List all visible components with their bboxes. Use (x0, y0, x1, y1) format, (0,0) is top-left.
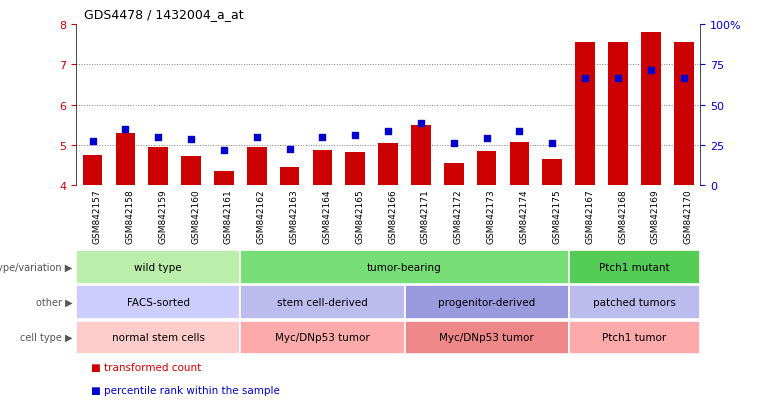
Text: GSM842161: GSM842161 (224, 189, 233, 244)
Text: GSM842167: GSM842167 (585, 189, 594, 244)
Text: ■ percentile rank within the sample: ■ percentile rank within the sample (91, 385, 280, 395)
Bar (378, 144, 398, 186)
Text: GSM842175: GSM842175 (552, 189, 562, 244)
Point (218, 147, 230, 154)
Text: Ptch1 tumor: Ptch1 tumor (602, 332, 667, 343)
Text: patched tumors: patched tumors (593, 297, 676, 308)
Point (87, 138, 99, 145)
Bar (280, 168, 299, 186)
Text: GSM842159: GSM842159 (158, 189, 167, 244)
Bar (76, 286, 240, 319)
Text: ■ transformed count: ■ transformed count (91, 363, 202, 373)
Bar (568, 321, 700, 354)
Text: GDS4478 / 1432004_a_at: GDS4478 / 1432004_a_at (84, 8, 244, 21)
Bar (641, 33, 661, 186)
Text: GSM842164: GSM842164 (323, 189, 332, 244)
Point (152, 134, 164, 141)
Point (546, 140, 559, 147)
Text: GSM842169: GSM842169 (651, 189, 660, 244)
Point (415, 120, 427, 127)
Bar (214, 172, 234, 186)
Bar (568, 251, 700, 284)
Text: GSM842173: GSM842173 (486, 189, 495, 244)
Bar (247, 147, 266, 186)
Bar (240, 251, 568, 284)
Bar (568, 286, 700, 319)
Bar (405, 321, 568, 354)
Bar (76, 251, 240, 284)
Point (349, 132, 361, 139)
Point (480, 135, 492, 142)
Point (514, 128, 526, 135)
Text: normal stem cells: normal stem cells (112, 332, 205, 343)
Bar (345, 153, 365, 186)
Text: genotype/variation ▶: genotype/variation ▶ (0, 262, 72, 273)
Point (447, 140, 460, 147)
Bar (240, 286, 405, 319)
Point (645, 68, 657, 74)
Bar (240, 321, 405, 354)
Text: progenitor-derived: progenitor-derived (438, 297, 535, 308)
Bar (510, 142, 530, 186)
Text: GSM842160: GSM842160 (191, 189, 200, 244)
Text: stem cell-derived: stem cell-derived (277, 297, 368, 308)
Bar (543, 160, 562, 186)
Point (317, 134, 329, 141)
Bar (148, 147, 168, 186)
Text: cell type ▶: cell type ▶ (20, 332, 72, 343)
Bar (673, 43, 693, 186)
Text: GSM842172: GSM842172 (454, 189, 463, 244)
Text: Myc/DNp53 tumor: Myc/DNp53 tumor (439, 332, 534, 343)
Bar (83, 156, 103, 186)
Text: GSM842166: GSM842166 (388, 189, 397, 244)
Text: Myc/DNp53 tumor: Myc/DNp53 tumor (275, 332, 370, 343)
Bar (444, 164, 463, 186)
Text: Ptch1 mutant: Ptch1 mutant (599, 262, 670, 273)
Bar (405, 286, 568, 319)
Point (677, 76, 689, 83)
Text: FACS-sorted: FACS-sorted (127, 297, 189, 308)
Text: GSM842174: GSM842174 (520, 189, 528, 244)
Point (250, 134, 263, 141)
Text: GSM842170: GSM842170 (683, 189, 693, 244)
Text: GSM842171: GSM842171 (421, 189, 430, 244)
Text: GSM842158: GSM842158 (126, 189, 135, 244)
Bar (477, 152, 496, 186)
Bar (116, 133, 135, 186)
Point (382, 128, 394, 135)
Text: GSM842168: GSM842168 (618, 189, 627, 244)
Text: other ▶: other ▶ (36, 297, 72, 308)
Text: GSM842162: GSM842162 (256, 189, 266, 244)
Bar (76, 321, 240, 354)
Text: wild type: wild type (135, 262, 182, 273)
Text: tumor-bearing: tumor-bearing (367, 262, 442, 273)
Point (284, 146, 296, 153)
Bar (608, 43, 628, 186)
Point (579, 76, 591, 83)
Text: GSM842157: GSM842157 (93, 189, 101, 244)
Point (185, 136, 197, 143)
Text: GSM842163: GSM842163 (290, 189, 298, 244)
Point (119, 126, 132, 133)
Point (612, 76, 624, 83)
Text: GSM842165: GSM842165 (355, 189, 365, 244)
Bar (181, 157, 201, 186)
Bar (313, 150, 333, 186)
Bar (411, 126, 431, 186)
Bar (575, 43, 595, 186)
